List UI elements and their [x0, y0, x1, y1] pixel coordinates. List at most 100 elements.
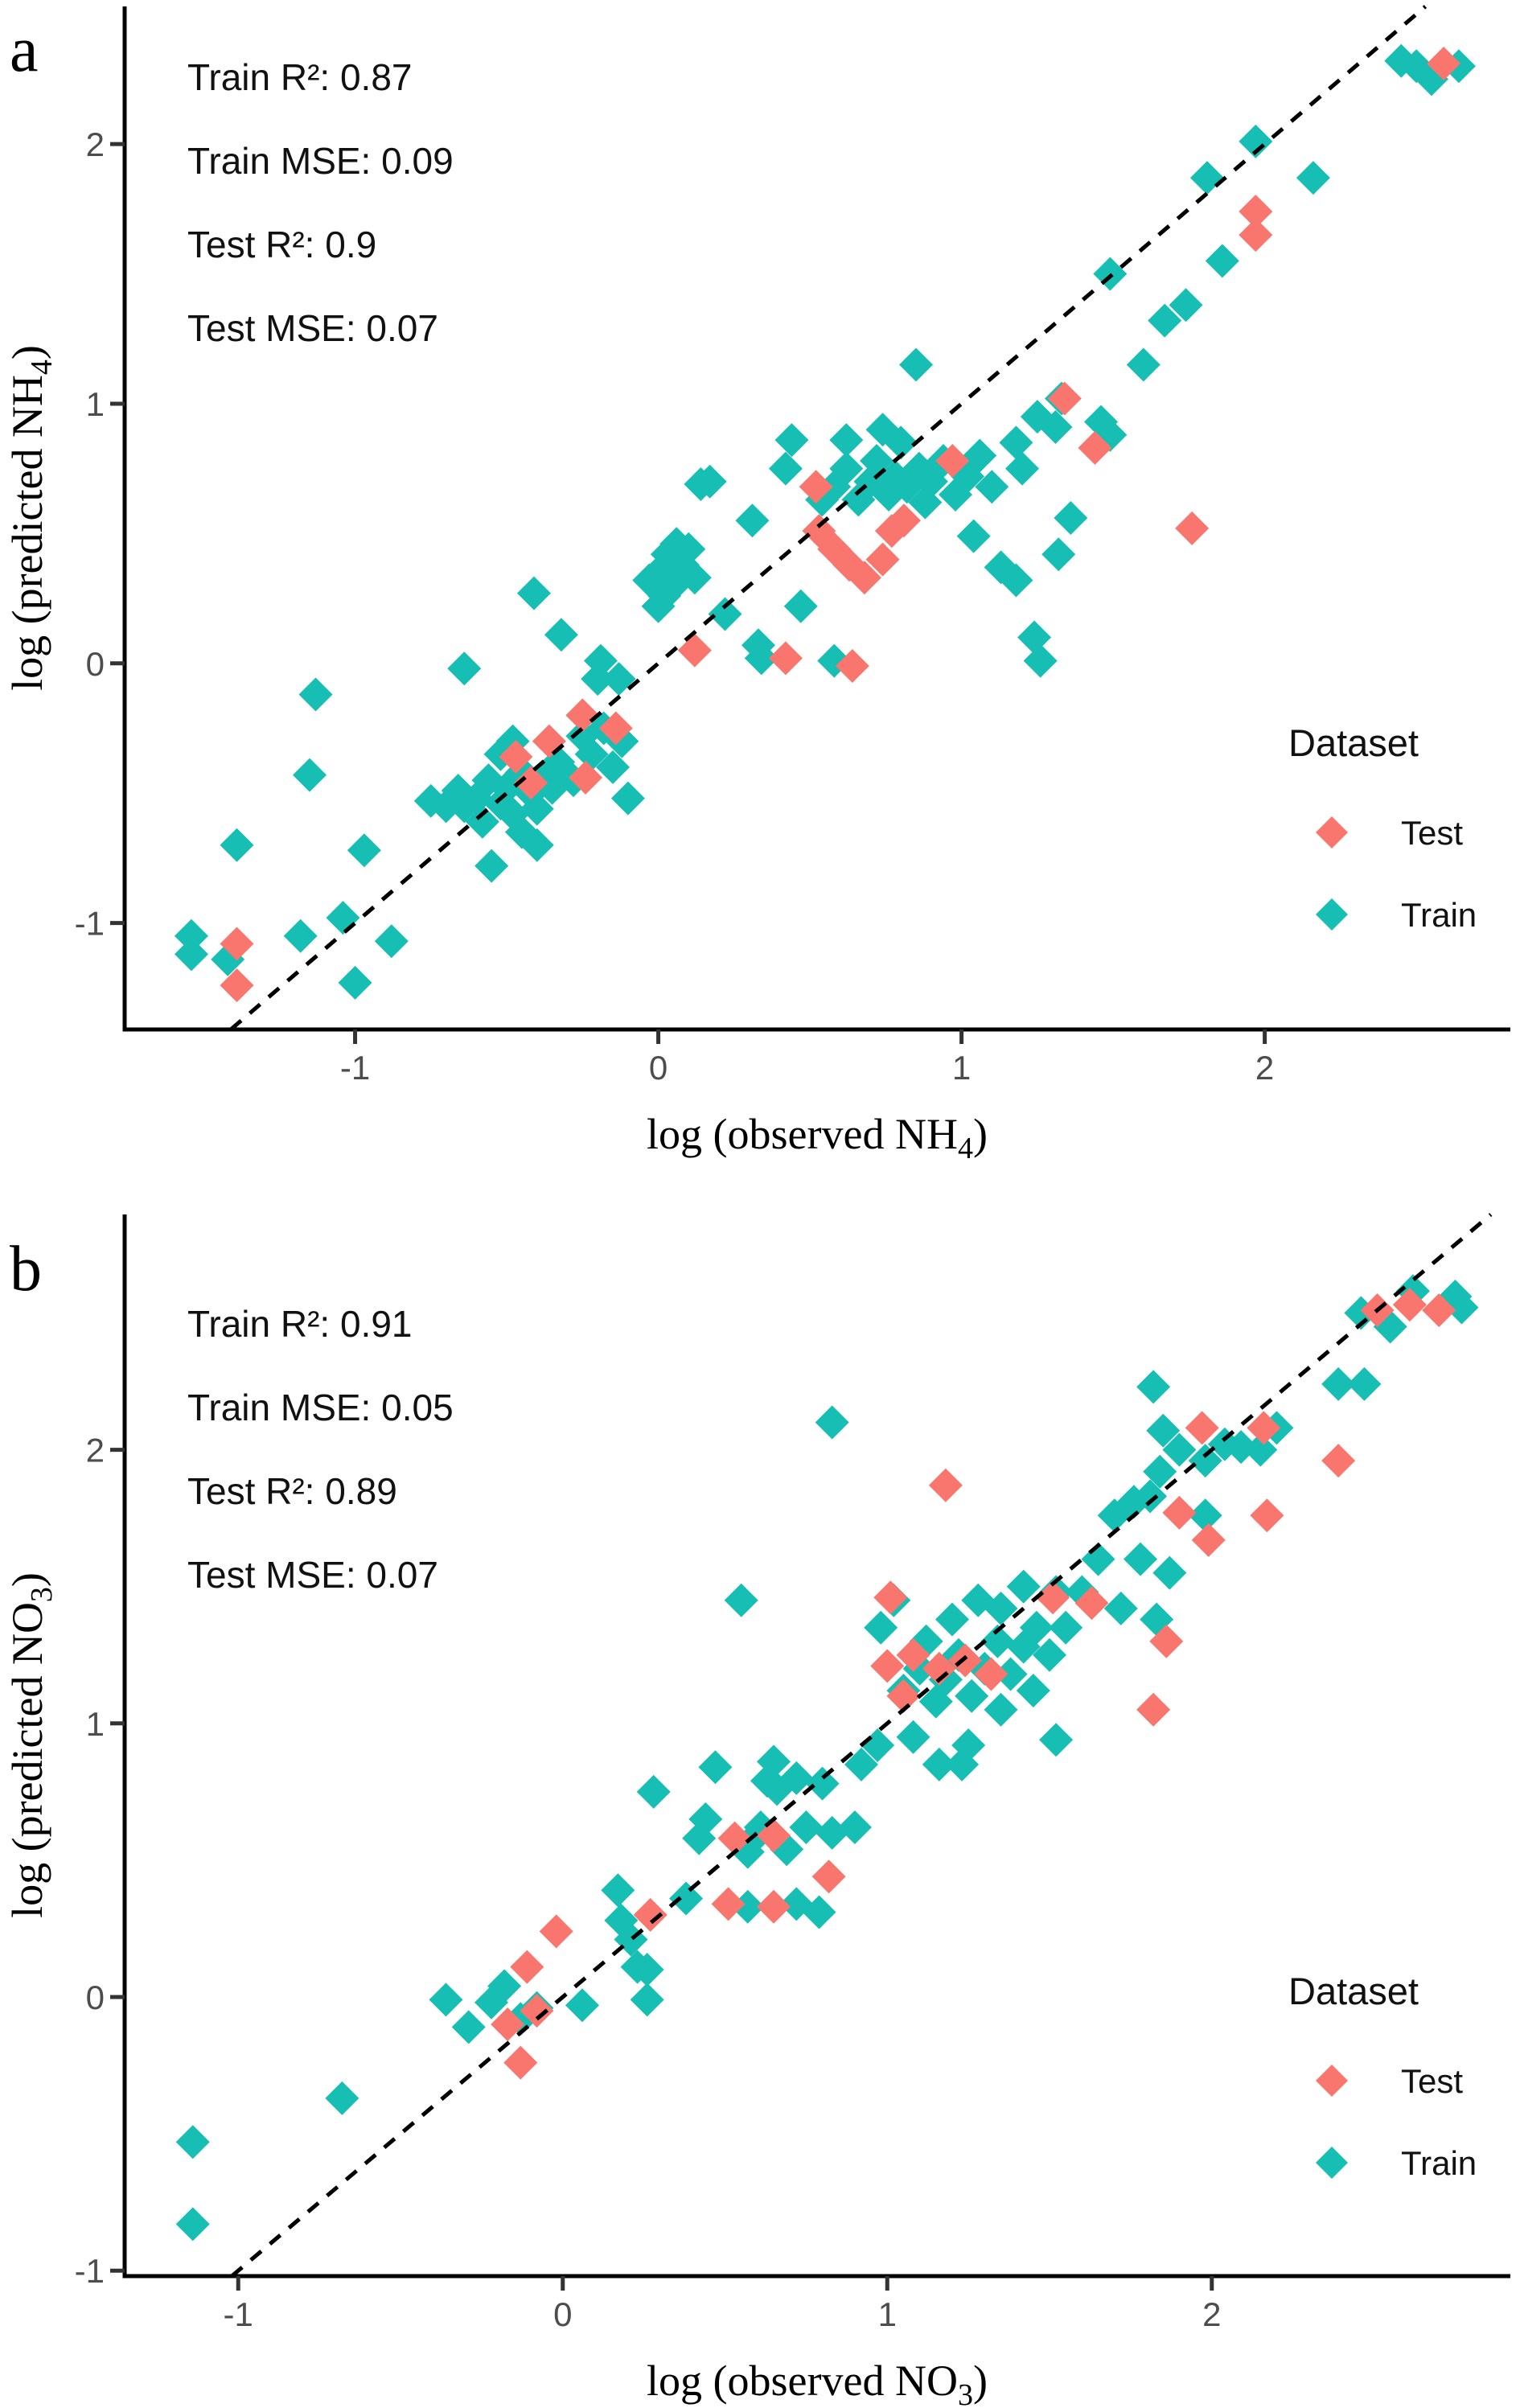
- data-point-test: [499, 740, 533, 775]
- panel-a-annotation-train-r2: Train R²: 0.87: [187, 56, 413, 98]
- data-point-train: [641, 589, 676, 623]
- data-point-train: [980, 1624, 1015, 1658]
- data-point-train: [495, 797, 530, 832]
- data-point-test: [922, 1651, 956, 1686]
- panel-b-plot-area: -1 0 1 2 -1 0 1 2: [75, 1213, 1510, 2333]
- data-point-train: [805, 1766, 840, 1801]
- data-point-test: [1047, 381, 1082, 416]
- data-point-train: [1189, 161, 1224, 195]
- data-point-train: [829, 423, 864, 458]
- panel-b-x-axis-title: log (observed NO3): [647, 2357, 988, 2408]
- data-point-train: [750, 1764, 784, 1798]
- data-point-train: [1123, 1542, 1157, 1576]
- data-point-train: [1103, 1591, 1138, 1625]
- data-point-train: [1006, 1569, 1041, 1604]
- data-point-train: [447, 651, 482, 686]
- data-point-train: [520, 791, 554, 826]
- data-point-train: [565, 1988, 599, 2023]
- y-tick-label: 2: [86, 1432, 105, 1469]
- data-point-train: [220, 828, 254, 862]
- data-point-train: [829, 451, 864, 486]
- data-point-train: [955, 1679, 989, 1713]
- data-point-train: [815, 1405, 849, 1440]
- data-point-train: [610, 781, 645, 816]
- data-point-train: [884, 425, 918, 460]
- data-point-train: [945, 1747, 980, 1781]
- data-point-train: [1239, 124, 1273, 158]
- data-point-test: [220, 927, 254, 961]
- y-tick-label: 1: [86, 1705, 105, 1743]
- data-point-train: [298, 677, 333, 712]
- panel-b-letter: b: [10, 1234, 42, 1305]
- data-point-train: [698, 1750, 733, 1785]
- data-point-train: [1347, 1366, 1382, 1401]
- data-point-test: [1247, 1411, 1281, 1445]
- data-point-train: [1017, 620, 1052, 655]
- data-point-train: [922, 1747, 956, 1781]
- data-point-test: [799, 470, 833, 504]
- data-point-test: [569, 760, 603, 795]
- data-point-test: [1321, 1444, 1356, 1478]
- data-point-test: [491, 2007, 525, 2042]
- data-point-train: [984, 1692, 1018, 1727]
- data-point-train: [175, 2125, 210, 2159]
- data-point-test: [539, 1914, 573, 1949]
- data-point-test: [1392, 1288, 1427, 1322]
- data-point-train: [1148, 303, 1182, 338]
- panel-b-legend-test-marker-icon: [1316, 2065, 1348, 2097]
- data-point-train: [1084, 405, 1119, 439]
- data-point-train: [963, 438, 997, 473]
- panel-b-legend-train-label: Train: [1401, 2144, 1477, 2182]
- panel-b-annotation-test-r2: Test R²: 0.89: [187, 1470, 397, 1512]
- data-point-test: [757, 1818, 791, 1853]
- panel-b-legend-title: Dataset: [1288, 1970, 1419, 2012]
- data-point-test: [935, 443, 970, 478]
- data-point-test: [896, 1638, 930, 1672]
- data-point-test: [503, 2045, 538, 2080]
- data-point-train: [583, 643, 618, 678]
- data-point-train: [1444, 1290, 1479, 1325]
- data-point-train: [632, 563, 667, 598]
- data-point-test: [1162, 1495, 1197, 1530]
- data-point-train: [520, 828, 554, 862]
- data-point-test: [948, 1643, 983, 1678]
- panel-b-y-axis-title: log (predicted NO3): [3, 1572, 59, 1918]
- data-point-test: [514, 766, 548, 800]
- data-point-train: [1054, 501, 1088, 535]
- data-point-train: [1004, 451, 1039, 486]
- data-point-train: [999, 563, 1033, 598]
- data-point-train: [677, 561, 712, 595]
- data-point-train: [1023, 643, 1058, 678]
- data-point-test: [520, 1994, 554, 2028]
- panel-b-legend-train-marker-icon: [1316, 2147, 1348, 2179]
- x-tick-label: 2: [1202, 2295, 1221, 2333]
- data-point-test: [717, 1821, 752, 1855]
- data-point-train: [1169, 288, 1203, 323]
- data-point-test: [1427, 47, 1461, 81]
- data-point-train: [429, 1983, 463, 2017]
- panel-b-legend-test-label: Test: [1401, 2062, 1463, 2100]
- data-point-train: [1296, 161, 1330, 195]
- data-point-test: [1136, 1692, 1171, 1727]
- data-point-test: [711, 1887, 746, 1921]
- x-tick-label: 0: [649, 1049, 668, 1087]
- data-point-train: [724, 1583, 758, 1617]
- data-point-train: [741, 628, 775, 663]
- panel-a-annotation-test-r2: Test R²: 0.9: [187, 224, 376, 265]
- data-point-test: [510, 1950, 544, 1984]
- data-point-train: [864, 1610, 898, 1645]
- panel-a-legend-title: Dataset: [1288, 721, 1419, 764]
- data-point-train: [1162, 1432, 1197, 1467]
- data-point-train: [574, 737, 609, 771]
- identity-dashed-line: [229, 5, 1428, 1031]
- data-point-train: [659, 527, 694, 561]
- data-point-train: [896, 1720, 930, 1754]
- panel-b-annotation-train-r2: Train R²: 0.91: [187, 1303, 413, 1345]
- data-point-train: [1038, 410, 1073, 445]
- data-point-train: [802, 1895, 836, 1929]
- data-point-train: [837, 1810, 872, 1845]
- data-point-train: [451, 2010, 486, 2044]
- data-point-train: [630, 1983, 664, 2017]
- x-tick-label: -1: [224, 2295, 253, 2333]
- data-point-train: [783, 589, 818, 623]
